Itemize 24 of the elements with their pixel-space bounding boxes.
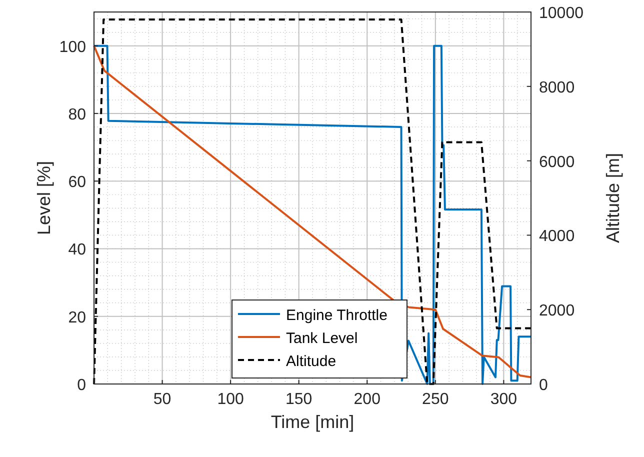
y2-tick-label: 6000 <box>539 154 575 171</box>
y2-tick-label: 4000 <box>539 228 575 246</box>
x-tick-label: 150 <box>285 391 312 408</box>
y2-tick-label: 2000 <box>539 302 575 320</box>
x-tick-label: 100 <box>217 391 244 408</box>
y2-tick-label: 8000 <box>539 79 575 96</box>
x-tick-label: 50 <box>153 391 172 408</box>
y-tick-label: 60 <box>68 174 86 192</box>
y-tick-label: 40 <box>68 242 86 259</box>
legend-label: Tank Level <box>286 330 358 347</box>
y-tick-label: 20 <box>68 309 86 326</box>
legend-label: Altitude <box>286 353 336 370</box>
x-tick-label: 200 <box>354 391 381 408</box>
y-axis-title: Level [%] <box>34 160 54 236</box>
y-tick-label: 0 <box>77 377 86 394</box>
y-tick-label: 80 <box>68 106 86 124</box>
x-tick-label: 250 <box>422 391 449 408</box>
y2-axis-title: Altitude [m] <box>603 152 623 244</box>
y-tick-label: 100 <box>59 38 86 56</box>
x-tick-label: 300 <box>490 391 518 408</box>
y2-tick-label: 0 <box>539 377 548 394</box>
x-axis-title: Time [min] <box>270 412 354 432</box>
y2-tick-label: 10000 <box>539 5 584 22</box>
legend-label: Engine Throttle <box>286 307 388 324</box>
